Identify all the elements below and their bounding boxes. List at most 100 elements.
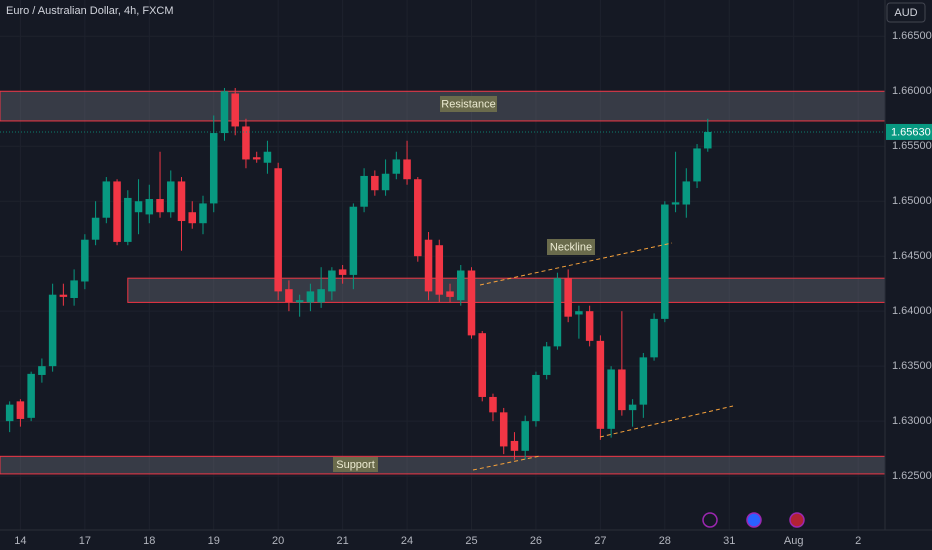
event-icon[interactable] (789, 512, 805, 528)
candle-body (446, 291, 454, 297)
x-tick-label: 31 (723, 535, 735, 547)
x-tick-label: 25 (465, 535, 477, 547)
candle-body (220, 91, 229, 134)
candle-body (156, 199, 164, 213)
support-trend (472, 455, 541, 471)
label-box (333, 457, 378, 472)
currency-box[interactable] (886, 2, 926, 23)
candle-body (575, 311, 583, 315)
candle-body (285, 289, 293, 303)
candle-body (252, 157, 261, 160)
candle-body (521, 421, 529, 451)
x-tick-label: 20 (272, 535, 284, 547)
candle-body (5, 404, 14, 422)
candle-body (167, 181, 175, 213)
label-box (547, 239, 595, 255)
candle-body (134, 201, 143, 213)
candle-body (661, 204, 669, 319)
candle-body (145, 199, 154, 215)
candle-body (295, 300, 304, 303)
event-icon[interactable] (746, 512, 762, 528)
currency[interactable]: AUD (894, 7, 917, 19)
candle-body (91, 217, 100, 240)
candle-body (59, 294, 68, 297)
label-box (440, 96, 497, 112)
candle-body (392, 159, 401, 174)
candle-body (510, 440, 519, 451)
candle-body (564, 278, 572, 317)
x-tick-label: 27 (594, 535, 606, 547)
axes: 1.62500 1.63000 1.63500 1.64000 1.64500 1.650… (0, 30, 932, 547)
candle-body (306, 291, 315, 303)
y-tick-label: 1.66500 (892, 30, 932, 42)
y-tick-label: 1.64000 (892, 305, 932, 317)
candle-body (209, 133, 218, 204)
x-tick-label: 26 (530, 535, 542, 547)
candle-body (456, 270, 465, 301)
candle-body (424, 239, 433, 292)
x-tick-label: 14 (14, 535, 26, 547)
candle-body (188, 212, 197, 224)
candle-body (371, 175, 379, 191)
zone-labels: Resistance Neckline Support (333, 96, 595, 472)
x-tick-label: 18 (143, 535, 155, 547)
y-tick-label: 1.63500 (892, 360, 932, 372)
zone-label: Resistance (441, 98, 495, 110)
last-price-box (886, 123, 932, 140)
candle-body (607, 369, 615, 429)
candle-body (671, 202, 680, 205)
y-tick-label: 1.62500 (892, 470, 932, 482)
rising-trend (599, 405, 734, 438)
candle-body (639, 357, 648, 405)
candle-body (81, 239, 89, 282)
candle-body (414, 179, 422, 257)
candle-body (532, 374, 540, 422)
last-price-label: 1.65630 (891, 126, 931, 138)
x-tick-label: Aug (784, 535, 804, 547)
annotation: Neckline (550, 241, 592, 253)
candles (5, 87, 712, 460)
candle-body (231, 93, 239, 127)
candle-body (553, 278, 562, 347)
candle-body (585, 311, 594, 341)
y-tick-label: 1.64500 (892, 250, 932, 262)
candle-body (704, 131, 712, 149)
candle-body (650, 318, 658, 358)
event-icon[interactable] (702, 512, 718, 528)
candle-body (102, 181, 111, 218)
zone (0, 455, 886, 475)
candle-body (499, 412, 508, 447)
candle-body (349, 206, 358, 275)
candle-body (27, 373, 35, 418)
y-tick-label: 1.66000 (892, 85, 932, 97)
symbol-title: Euro / Australian Dollar, 4h, FXCM (6, 5, 174, 17)
candle-body (263, 151, 272, 163)
candle-body (113, 181, 121, 242)
candle-body (381, 173, 390, 191)
candle-body (542, 346, 551, 375)
candle-body (328, 270, 336, 292)
candle-body (70, 280, 78, 298)
candle-body (403, 159, 411, 180)
x-tick-label: 19 (208, 535, 220, 547)
candle-body (693, 148, 701, 182)
candle-body (124, 197, 132, 242)
candle-body (478, 333, 486, 397)
candle-body (682, 181, 691, 205)
candle-body (16, 401, 25, 419)
candle-body (317, 289, 325, 303)
x-tick-label: 17 (79, 535, 91, 547)
x-tick-label: 2 (855, 535, 861, 547)
x-tick-label: 28 (659, 535, 671, 547)
y-tick-label: 1.65000 (892, 195, 932, 207)
candle-body (199, 203, 207, 224)
y-tick-label: 1.65500 (892, 140, 932, 152)
candle-body (628, 404, 637, 411)
candle-body (48, 294, 57, 367)
zone-label: Support (336, 459, 375, 471)
candle-body (242, 126, 250, 160)
x-tick-label: 24 (401, 535, 413, 547)
y-tick-label: 1.63000 (892, 415, 932, 427)
